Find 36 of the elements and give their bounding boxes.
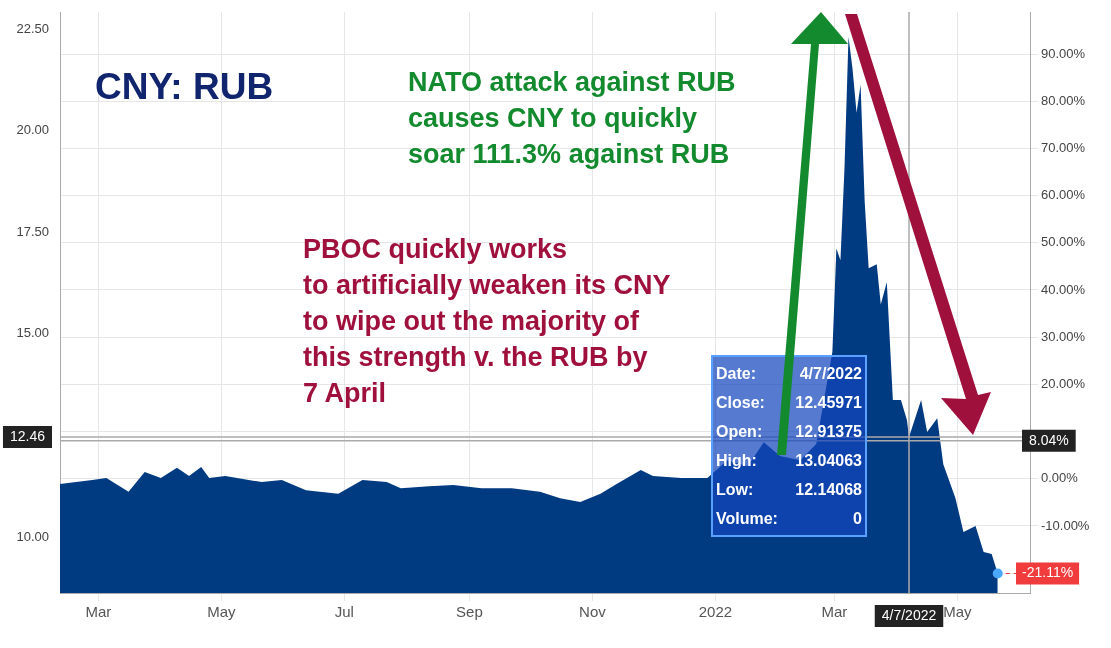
- y2-tick-label: 80.00%: [1041, 92, 1086, 108]
- y2-tick-label: 40.00%: [1041, 281, 1086, 297]
- y-tick-label: 22.50: [16, 20, 49, 36]
- y2-tick-label: -10.00%: [1041, 517, 1090, 533]
- annotation: -21.11%: [1022, 564, 1074, 581]
- y2-tick-label: 0.00%: [1041, 470, 1079, 486]
- x-tick-label: 2022: [698, 603, 733, 621]
- text: Low: 12.14068: [716, 481, 862, 498]
- ref-line-label: 12.46: [9, 427, 46, 444]
- x-tick-label: Jul: [334, 603, 354, 621]
- ref-line-label: 4/7/2022: [881, 606, 937, 623]
- text: Open: 12.91375: [716, 423, 862, 440]
- text: Date: 4/7/2022: [716, 365, 862, 382]
- x-tick-label: May: [207, 603, 236, 621]
- x-tick-label: Mar: [85, 603, 112, 621]
- y-tick-label: 10.00: [16, 528, 49, 544]
- y2-tick-label: 30.00%: [1041, 328, 1086, 344]
- y-tick-label: 17.50: [16, 223, 49, 239]
- y-tick-label: 20.00: [16, 122, 49, 138]
- y2-tick-label: 20.00%: [1041, 375, 1086, 391]
- ref-line-label: 8.04%: [1029, 431, 1069, 448]
- x-tick-label: Sep: [456, 603, 483, 621]
- x-tick-label: Mar: [821, 603, 848, 621]
- annotation: PBOC quickly works to artificially weaken its CNY to wipe out the majority of this strength v. the RUB by 7 April: [303, 233, 671, 410]
- x-tick-label: May: [943, 603, 973, 621]
- text: Close: 12.45971: [716, 394, 862, 411]
- annotation: NATO attack against RUB causes CNY to quickly soar 111.3% against RUB: [408, 66, 736, 171]
- y2-tick-label: 50.00%: [1041, 234, 1086, 250]
- text: High: 13.04063: [716, 452, 862, 469]
- y2-tick-label: 70.00%: [1041, 139, 1086, 155]
- y-tick-label: 15.00: [16, 325, 49, 341]
- text: CNY: RUB: [95, 66, 274, 108]
- y2-tick-label: 60.00%: [1041, 187, 1086, 203]
- x-tick-label: Nov: [579, 603, 607, 621]
- y2-tick-label: 90.00%: [1041, 45, 1086, 61]
- text: Volume: 0: [716, 510, 862, 527]
